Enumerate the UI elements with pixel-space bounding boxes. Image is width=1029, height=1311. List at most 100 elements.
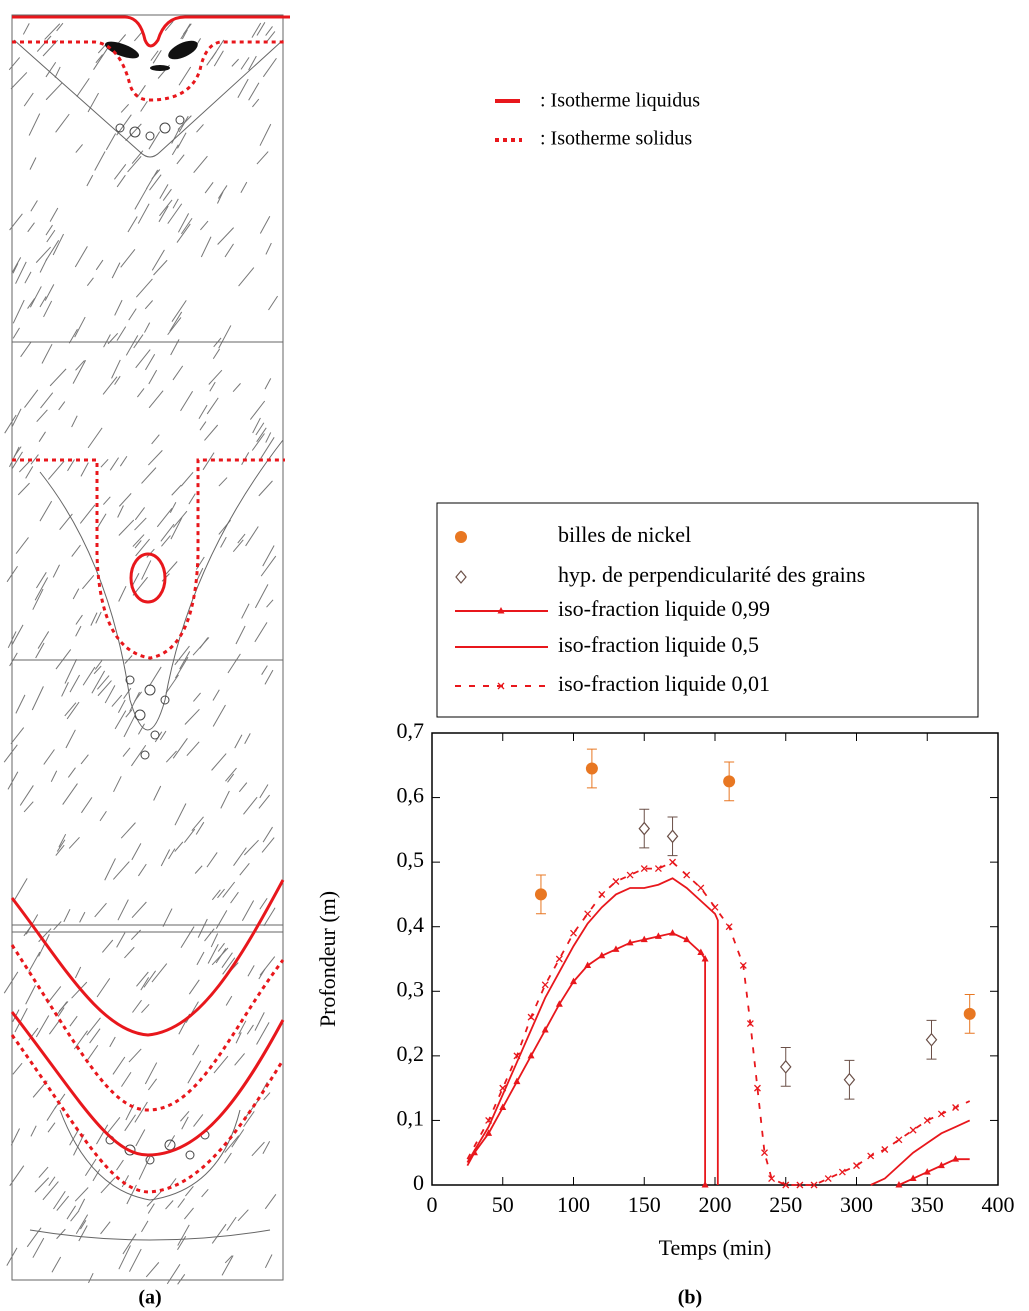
- point: [626, 938, 634, 946]
- grain: [45, 61, 57, 78]
- grain: [22, 23, 30, 35]
- grain: [247, 965, 255, 977]
- grain: [121, 1175, 129, 1188]
- grain: [141, 560, 152, 580]
- point: [612, 945, 620, 952]
- grain: [4, 414, 17, 434]
- grain: [159, 730, 167, 741]
- point: [952, 1104, 960, 1111]
- grain: [239, 863, 250, 876]
- grain: [36, 35, 52, 52]
- grain: [181, 1116, 189, 1130]
- grain: [10, 72, 28, 90]
- grain: [160, 849, 171, 867]
- grain: [254, 1012, 265, 1031]
- grain: [70, 1210, 80, 1222]
- grain: [169, 311, 183, 332]
- point: [570, 929, 577, 937]
- legend-label: : Isotherme solidus: [540, 128, 692, 150]
- grain: [29, 157, 37, 170]
- grain: [171, 128, 180, 144]
- grain: [73, 1030, 88, 1050]
- point: [683, 935, 691, 943]
- grain: [120, 103, 130, 113]
- grain: [227, 773, 235, 783]
- grain: [38, 431, 46, 442]
- y-tick-label: 0,5: [397, 847, 425, 872]
- grain: [167, 1135, 176, 1148]
- grain: [66, 1205, 76, 1220]
- grain: [125, 709, 133, 718]
- grain: [23, 801, 34, 813]
- point: [701, 1181, 709, 1188]
- grain: [122, 747, 131, 757]
- grain: [193, 692, 201, 702]
- grain: [94, 902, 107, 918]
- grain: [78, 1198, 86, 1211]
- grain-hatching: [3, 20, 278, 1285]
- grain: [69, 674, 81, 693]
- grain: [87, 92, 99, 113]
- point: [843, 1072, 856, 1087]
- grain: [96, 1124, 109, 1145]
- grain: [43, 300, 53, 318]
- grain: [254, 584, 269, 609]
- grain: [9, 213, 23, 231]
- grain: [259, 123, 272, 146]
- grain: [8, 57, 21, 71]
- grain: [145, 1262, 160, 1278]
- grain: [178, 66, 192, 86]
- grain: [118, 519, 135, 536]
- grain: [243, 796, 258, 815]
- grain: [93, 665, 102, 675]
- legend-marker: [497, 682, 505, 690]
- grain: [147, 450, 163, 466]
- point: [697, 884, 705, 892]
- grain: [134, 540, 142, 549]
- grain: [65, 729, 76, 749]
- shrinkage-cavity: [104, 40, 198, 71]
- point: [555, 955, 563, 963]
- grain: [102, 376, 118, 395]
- grain: [177, 213, 190, 233]
- point: [683, 871, 691, 879]
- grain: [128, 308, 137, 321]
- grain: [212, 348, 221, 360]
- grain: [132, 534, 145, 547]
- point: [711, 903, 719, 911]
- grain: [200, 236, 212, 258]
- grain: [136, 85, 146, 98]
- grain: [227, 653, 241, 674]
- grain: [248, 82, 260, 101]
- point: [640, 935, 648, 943]
- grain: [165, 674, 179, 694]
- grain: [10, 727, 25, 745]
- grain: [211, 889, 221, 901]
- grain: [54, 66, 61, 78]
- grain: [133, 334, 144, 349]
- grain: [36, 572, 47, 589]
- grain: [109, 1036, 116, 1048]
- grain: [235, 625, 246, 645]
- grain: [7, 631, 17, 649]
- pool-outline: [59, 1109, 241, 1201]
- grain: [25, 984, 36, 1005]
- grain: [212, 704, 226, 727]
- grain: [252, 417, 261, 434]
- grain: [264, 1254, 273, 1269]
- grain: [245, 526, 259, 547]
- grain: [75, 1214, 89, 1235]
- grain: [209, 381, 216, 392]
- grain: [80, 797, 93, 814]
- point: [937, 1110, 945, 1118]
- grain: [20, 341, 32, 358]
- grain: [162, 908, 173, 927]
- grain: [217, 227, 234, 245]
- legend-label: iso-fraction liquide 0,01: [558, 671, 770, 696]
- legend-label: billes de nickel: [558, 522, 691, 547]
- grain: [124, 1114, 136, 1132]
- grain: [220, 536, 227, 548]
- grain: [263, 907, 276, 927]
- grain: [117, 505, 124, 518]
- grain: [136, 971, 149, 987]
